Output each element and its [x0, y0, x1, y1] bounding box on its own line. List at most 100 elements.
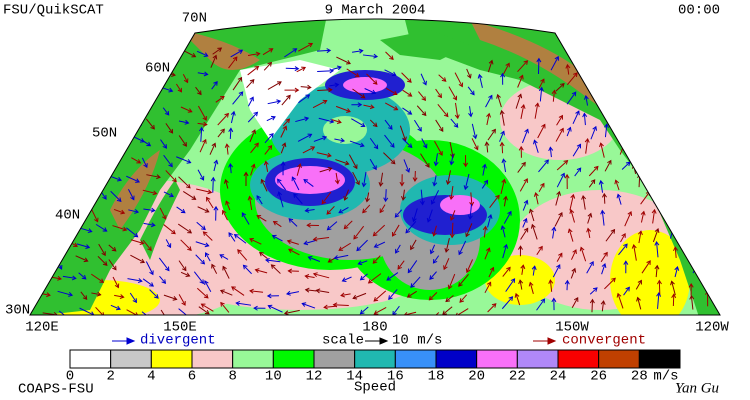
vector-head	[204, 252, 210, 258]
vector-head	[116, 197, 122, 203]
vector-shaft	[570, 249, 577, 260]
wind-vector	[237, 249, 248, 261]
vector-shaft	[458, 274, 469, 287]
vector-shaft	[79, 159, 87, 171]
vector-shaft	[127, 188, 135, 200]
vector-head	[556, 190, 562, 196]
vector-head	[637, 140, 643, 146]
wind-vector	[272, 221, 282, 228]
vector-head	[486, 281, 492, 287]
wind-vector	[432, 225, 437, 237]
wind-vector	[430, 190, 439, 205]
wind-vector	[653, 62, 661, 75]
vector-shaft	[709, 73, 715, 85]
vector-head	[149, 90, 155, 95]
wind-vector	[267, 99, 282, 105]
wind-vector	[142, 278, 154, 287]
vector-head	[360, 93, 366, 99]
vector-head	[49, 104, 55, 110]
vector-shaft	[305, 209, 315, 212]
vector-shaft	[653, 63, 660, 75]
vector-head	[469, 201, 475, 207]
vector-shaft	[338, 207, 349, 214]
wind-vector	[670, 166, 678, 175]
vector-shaft	[130, 100, 139, 114]
wind-vector	[496, 93, 502, 108]
wind-vector	[98, 243, 106, 257]
wind-vector	[141, 139, 152, 147]
wind-vector	[110, 190, 122, 203]
wind-vector	[307, 255, 321, 262]
wind-vector	[363, 104, 375, 110]
vector-shaft	[127, 278, 142, 282]
vector-head	[407, 110, 413, 115]
wind-vector	[589, 287, 598, 295]
wind-vector	[519, 178, 528, 192]
vector-shaft	[657, 292, 660, 309]
footer-right: Yan Gu	[675, 380, 719, 396]
wind-vector	[212, 47, 223, 55]
vector-head	[359, 309, 365, 315]
vector-shaft	[580, 247, 587, 262]
vector-shaft	[110, 155, 120, 160]
vector-shaft	[478, 74, 483, 88]
wind-vector	[249, 129, 256, 143]
vector-shaft	[159, 51, 170, 60]
wind-vector	[193, 271, 205, 285]
wind-vector	[485, 94, 493, 108]
vector-head	[340, 137, 346, 143]
wind-vector	[700, 263, 706, 275]
vector-shaft	[237, 249, 248, 261]
vector-shaft	[443, 258, 450, 270]
vector-head	[507, 210, 512, 216]
vector-shaft	[520, 104, 525, 120]
wind-vector	[467, 86, 475, 96]
wind-vector	[160, 139, 167, 149]
vector-shaft	[652, 228, 659, 243]
vector-shaft	[247, 66, 259, 76]
vector-shaft	[420, 73, 427, 85]
vector-shaft	[284, 309, 300, 314]
wind-vector	[364, 88, 377, 95]
wind-vector	[691, 219, 700, 228]
vector-head	[685, 140, 691, 146]
vector-shaft	[159, 275, 166, 284]
wind-vector	[343, 189, 350, 201]
vector-shaft	[675, 126, 685, 139]
wind-vector	[176, 156, 192, 164]
vector-head	[185, 272, 191, 278]
vector-shaft	[529, 209, 535, 222]
vector-head	[156, 174, 161, 180]
vector-head	[85, 244, 91, 250]
wind-vector	[499, 141, 505, 154]
vector-head	[132, 76, 138, 82]
vector-shaft	[128, 71, 137, 81]
wind-vector	[61, 72, 71, 83]
vector-head	[172, 177, 177, 183]
wind-vector	[574, 167, 582, 177]
vector-shaft	[471, 123, 477, 139]
vector-head	[210, 176, 216, 182]
wind-vector	[110, 88, 122, 102]
vector-head	[445, 180, 451, 186]
vector-head	[684, 93, 690, 99]
wind-vector	[486, 112, 492, 126]
vector-shaft	[605, 229, 615, 242]
vector-shaft	[163, 191, 174, 197]
vector-shaft	[176, 156, 191, 164]
vector-head	[590, 76, 595, 82]
vector-shaft	[93, 100, 104, 105]
vector-head	[224, 143, 230, 149]
wind-vector	[399, 125, 407, 142]
wind-vector	[287, 268, 299, 274]
vector-head	[433, 161, 439, 167]
vector-shaft	[673, 64, 684, 74]
vector-head	[468, 112, 474, 118]
vector-head	[654, 228, 660, 233]
vector-shaft	[295, 117, 309, 123]
vector-shaft	[358, 260, 368, 265]
vector-shaft	[229, 128, 232, 139]
vector-head	[688, 245, 694, 251]
vector-shaft	[571, 297, 579, 309]
vector-head	[372, 122, 378, 128]
